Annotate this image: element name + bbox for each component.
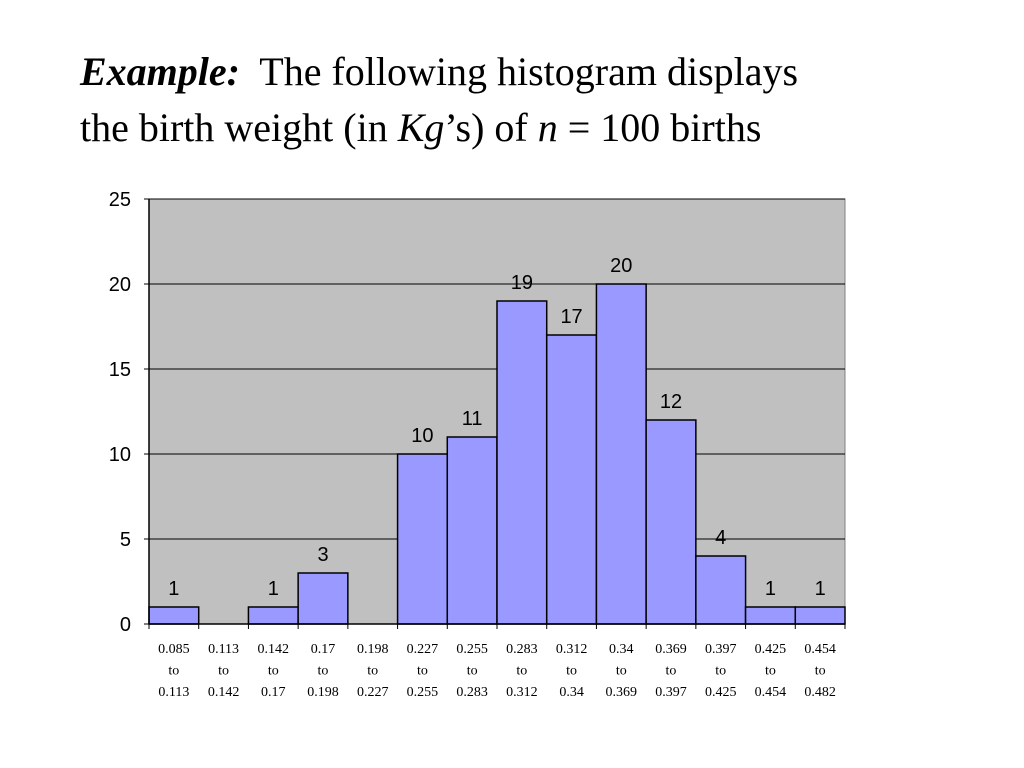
x-category-label: 0.283: [456, 685, 488, 700]
x-category-label: to: [467, 664, 478, 679]
x-category-label: 0.425: [755, 642, 787, 657]
x-category-label: to: [815, 664, 826, 679]
x-category-label: 0.34: [609, 642, 634, 657]
bar-data-label: 19: [511, 272, 533, 294]
x-category-label: 0.397: [705, 642, 737, 657]
title-line-2b: ’s) of: [444, 105, 538, 150]
x-category-label: 0.142: [258, 642, 290, 657]
histogram-bar: [595, 283, 647, 625]
x-category-label: 0.085: [158, 642, 190, 657]
histogram-bar: [545, 334, 598, 625]
x-category-label: 0.113: [208, 642, 239, 657]
x-category-label: 0.454: [804, 642, 836, 657]
x-category-label: to: [218, 664, 229, 679]
bar-data-label: 1: [168, 578, 179, 600]
histogram-bar: [794, 606, 846, 625]
x-category-label: 0.454: [755, 685, 787, 700]
bar-data-label: 12: [660, 391, 682, 413]
y-tick-label: 5: [120, 529, 131, 551]
bar-data-label: 10: [411, 425, 433, 447]
x-category-label: 0.227: [357, 685, 389, 700]
x-category-label: 0.142: [208, 685, 240, 700]
x-category-label: 0.369: [606, 685, 638, 700]
title-unit-kg: Kg: [397, 105, 445, 150]
x-category-label: 0.255: [456, 642, 488, 657]
x-category-label: 0.397: [655, 685, 687, 700]
x-category-label: 0.312: [506, 685, 538, 700]
x-category-label: 0.198: [307, 685, 339, 700]
x-category-label: 0.113: [158, 685, 189, 700]
slide-title: Example: The following histogram display…: [80, 44, 980, 156]
histogram-bar: [396, 453, 449, 625]
x-category-label: 0.283: [506, 642, 538, 657]
bar-data-label: 1: [765, 578, 776, 600]
bar-data-label: 11: [462, 408, 483, 430]
bar-data-label: 3: [317, 544, 328, 566]
x-category-label: 0.17: [261, 685, 286, 700]
histogram-bar: [148, 606, 200, 625]
histogram-bar: [446, 436, 498, 625]
y-tick-label: 25: [109, 189, 131, 211]
x-category-label: to: [765, 664, 776, 679]
histogram-bar: [695, 555, 747, 625]
title-line-1: The following histogram displays: [259, 49, 799, 94]
histogram-bar: [247, 606, 299, 625]
bar-data-label: 4: [715, 527, 726, 549]
x-category-label: 0.17: [311, 642, 336, 657]
x-category-label: to: [566, 664, 577, 679]
y-tick-label: 10: [109, 444, 131, 466]
y-tick-label: 15: [109, 359, 131, 381]
x-category-label: 0.198: [357, 642, 389, 657]
title-n-symbol: n: [537, 105, 558, 150]
histogram-bar: [645, 419, 697, 625]
bar-data-label: 1: [815, 578, 826, 600]
x-category-label: to: [616, 664, 627, 679]
x-category-label: 0.34: [559, 685, 584, 700]
y-tick-label: 0: [120, 614, 131, 636]
histogram-bar: [496, 300, 548, 625]
title-emphasis: Example:: [80, 49, 240, 94]
y-tick-label: 20: [109, 274, 131, 296]
x-category-label: 0.255: [407, 685, 439, 700]
bar-data-label: 20: [610, 255, 632, 277]
x-category-label: to: [417, 664, 428, 679]
x-category-label: to: [168, 664, 179, 679]
x-category-label: 0.312: [556, 642, 588, 657]
x-category-label: to: [516, 664, 527, 679]
x-category-label: 0.425: [705, 685, 737, 700]
histogram-bar: [744, 606, 797, 625]
bar-data-label: 1: [268, 578, 279, 600]
title-line-2a: the birth weight (in: [80, 105, 398, 150]
x-category-label: to: [318, 664, 329, 679]
x-category-label: to: [666, 664, 677, 679]
bar-data-label: 17: [560, 306, 582, 328]
title-line-2c: = 100 births: [557, 105, 762, 150]
x-category-label: 0.482: [804, 685, 836, 700]
x-category-label: 0.227: [407, 642, 439, 657]
x-category-label: to: [715, 664, 726, 679]
histogram-bar: [297, 572, 349, 625]
x-category-label: to: [268, 664, 279, 679]
x-category-label: to: [367, 664, 378, 679]
x-category-label: 0.369: [655, 642, 687, 657]
